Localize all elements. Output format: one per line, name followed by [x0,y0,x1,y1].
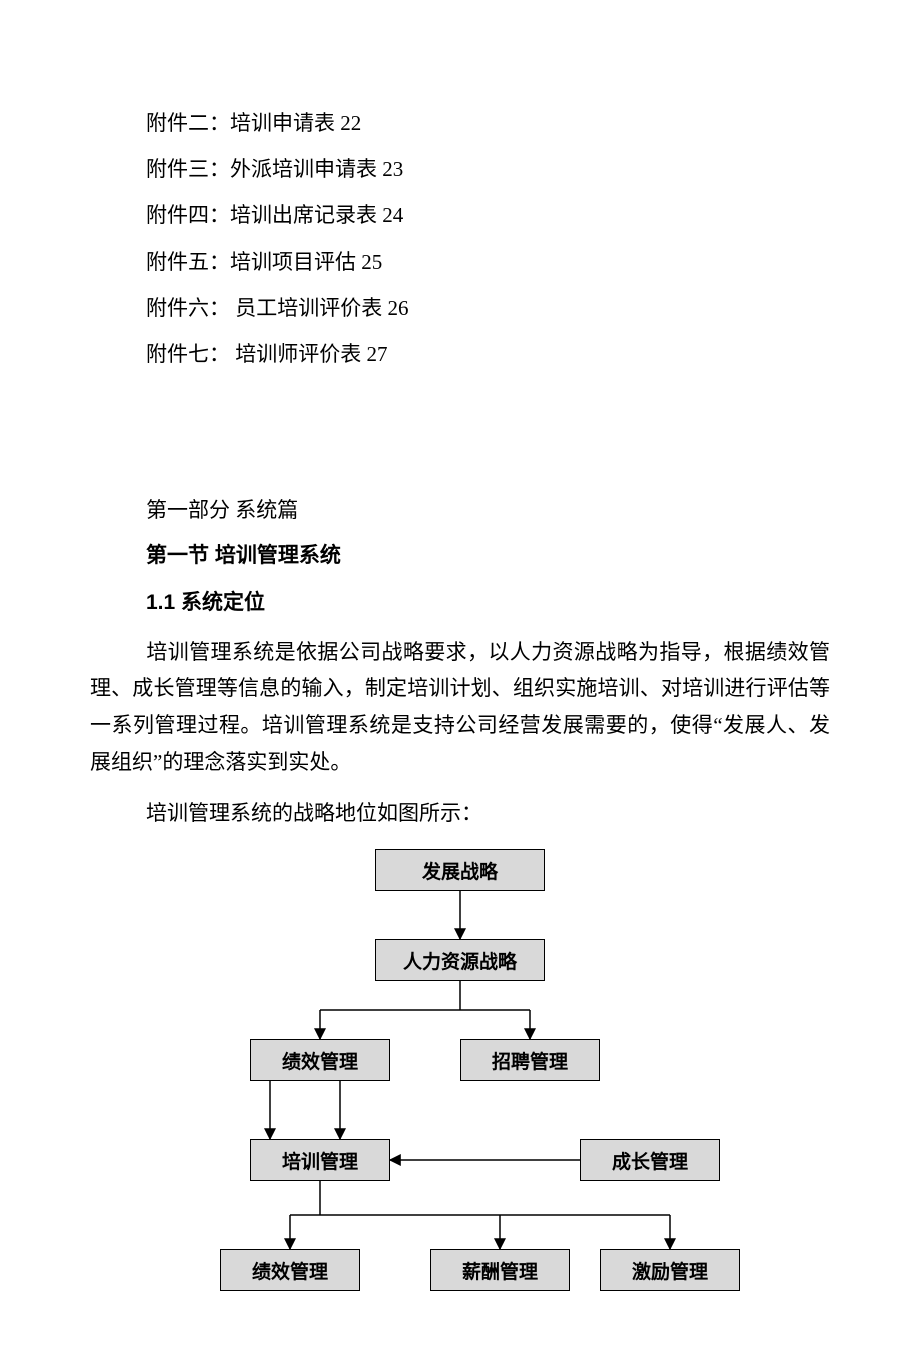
flowchart-node: 绩效管理 [250,1039,390,1081]
flowchart-node: 激励管理 [600,1249,740,1291]
toc-line: 附件四：培训出席记录表 24 [90,192,830,238]
part-heading: 第一部分 系统篇 [90,487,830,533]
toc-line: 附件三：外派培训申请表 23 [90,146,830,192]
subsection-heading: 1.1 系统定位 [90,580,830,626]
flowchart-node: 招聘管理 [460,1039,600,1081]
toc-line: 附件六： 员工培训评价表 26 [90,285,830,331]
section-heading: 第一节 培训管理系统 [90,533,830,579]
flowchart-node: 薪酬管理 [430,1249,570,1291]
flowchart-node: 绩效管理 [220,1249,360,1291]
paragraph-2: 培训管理系统的战略地位如图所示： [90,795,830,832]
flowchart-node: 培训管理 [250,1139,390,1181]
toc-line: 附件七： 培训师评价表 27 [90,331,830,377]
flowchart-node: 发展战略 [375,849,545,891]
flowchart: 发展战略人力资源战略绩效管理招聘管理培训管理成长管理绩效管理薪酬管理激励管理 [180,849,740,1299]
paragraph-1: 培训管理系统是依据公司战略要求，以人力资源战略为指导，根据绩效管理、成长管理等信… [90,634,830,781]
flowchart-node: 人力资源战略 [375,939,545,981]
spacer [90,377,830,487]
paragraph-1-text: 培训管理系统是依据公司战略要求，以人力资源战略为指导，根据绩效管理、成长管理等信… [90,640,830,774]
flowchart-node: 成长管理 [580,1139,720,1181]
toc-line: 附件五：培训项目评估 25 [90,239,830,285]
toc-line: 附件二：培训申请表 22 [90,100,830,146]
